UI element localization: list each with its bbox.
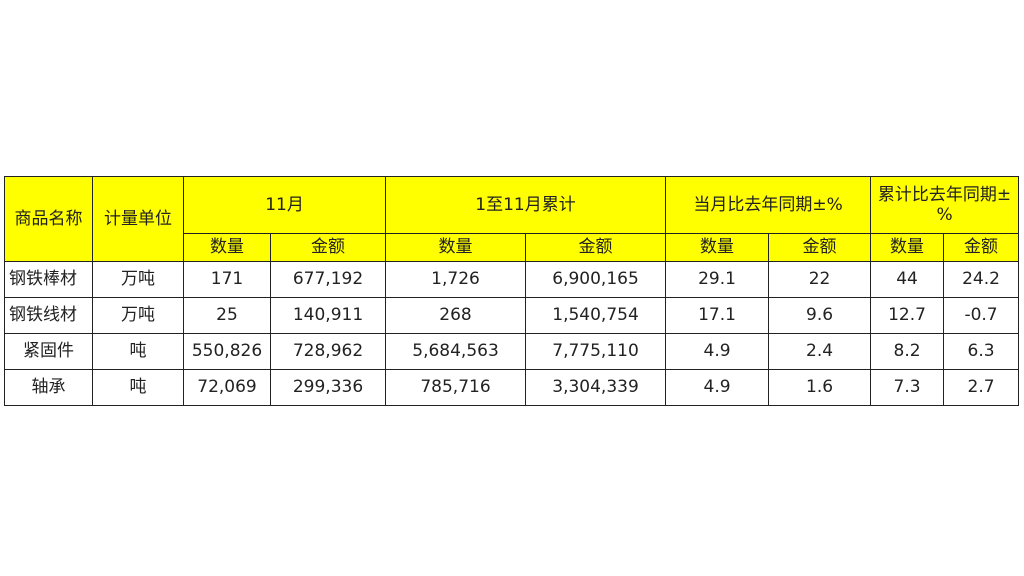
header-amount: 金额 [269, 233, 387, 262]
cell-my-amt: 2.4 [768, 333, 872, 370]
cell-unit: 吨 [92, 333, 184, 370]
cell-cy-qty: 8.2 [870, 333, 945, 370]
header-month-yoy: 当月比去年同期±% [665, 176, 872, 234]
cell-c-qty: 1,726 [385, 261, 527, 298]
cell-m-qty: 72,069 [183, 369, 271, 406]
header-cum-yoy: 累计比去年同期±% [870, 176, 1020, 234]
cell-my-qty: 17.1 [665, 297, 770, 334]
cell-cy-amt: 6.3 [943, 333, 1020, 370]
cell-name: 钢铁线材 [4, 297, 93, 334]
cell-m-qty: 171 [183, 261, 271, 298]
cell-c-qty: 268 [385, 297, 527, 334]
header-qty: 数量 [385, 233, 527, 262]
cell-m-amt: 728,962 [269, 333, 387, 370]
header-qty: 数量 [870, 233, 945, 262]
cell-my-amt: 1.6 [768, 369, 872, 406]
header-month: 11月 [182, 176, 387, 234]
cell-my-qty: 4.9 [665, 333, 770, 370]
cell-name: 轴承 [4, 369, 93, 406]
header-amount: 金额 [525, 233, 667, 262]
cell-cy-amt: -0.7 [943, 297, 1020, 334]
header-unit: 计量单位 [92, 176, 184, 262]
header-qty: 数量 [183, 233, 271, 262]
cell-m-amt: 299,336 [269, 369, 387, 406]
cell-my-amt: 22 [768, 261, 872, 298]
table-row: 钢铁线材 万吨 25 140,911 268 1,540,754 17.1 9.6 12.7 -0… [4, 297, 1020, 334]
table-row: 紧固件吨 550,826 728,962 5,684,563 7,775,110 4.9 2… [4, 333, 1020, 370]
cell-c-qty: 785,716 [385, 369, 527, 406]
cell-my-amt: 9.6 [768, 297, 872, 334]
cell-c-amt: 6,900,165 [525, 261, 667, 298]
cell-my-qty: 4.9 [665, 369, 770, 406]
cell-my-qty: 29.1 [665, 261, 770, 298]
cell-name: 钢铁棒材 [4, 261, 93, 298]
cell-m-amt: 677,192 [269, 261, 387, 298]
import-export-table: 商品名称 计量单位 11月 1至11月累计 当月比去年同期±% 累计比去年同期±… [4, 176, 1020, 406]
header-amount: 金额 [943, 233, 1020, 262]
cell-c-amt: 1,540,754 [525, 297, 667, 334]
cell-name: 紧固件 [4, 333, 93, 370]
cell-c-amt: 3,304,339 [525, 369, 667, 406]
cell-cy-amt: 24.2 [943, 261, 1020, 298]
cell-m-qty: 25 [183, 297, 271, 334]
header-cumulative: 1至11月累计 [385, 176, 667, 234]
cell-cy-qty: 7.3 [870, 369, 945, 406]
header-amount: 金额 [768, 233, 872, 262]
cell-c-qty: 5,684,563 [385, 333, 527, 370]
header-product: 商品名称 [4, 176, 93, 262]
cell-unit: 万吨 [92, 261, 184, 298]
table-row: 钢铁棒材 万吨 171 677,192 1,726 6,900,165 29.1 22 44 24… [4, 261, 1020, 298]
table-row: 轴承吨 72,069 299,336 785,716 3,304,339 4.9 1.6 7.… [4, 369, 1020, 406]
cell-unit: 万吨 [92, 297, 184, 334]
header-qty: 数量 [665, 233, 770, 262]
cell-m-qty: 550,826 [183, 333, 271, 370]
cell-cy-qty: 12.7 [870, 297, 945, 334]
cell-c-amt: 7,775,110 [525, 333, 667, 370]
cell-cy-amt: 2.7 [943, 369, 1020, 406]
cell-m-amt: 140,911 [269, 297, 387, 334]
cell-cy-qty: 44 [870, 261, 945, 298]
cell-unit: 吨 [92, 369, 184, 406]
